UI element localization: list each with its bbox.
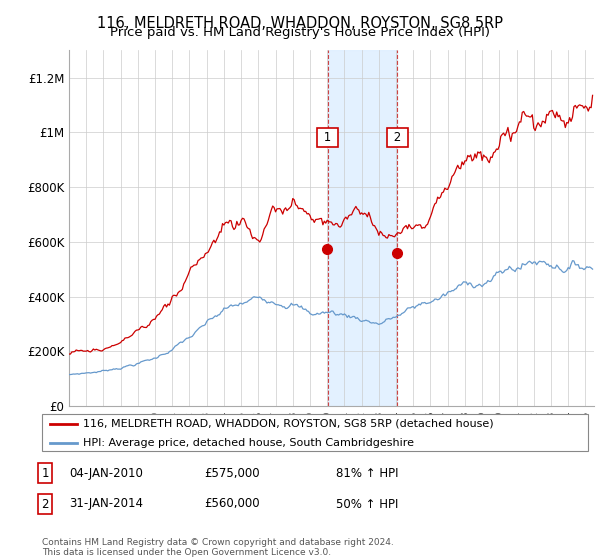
Text: 1: 1 xyxy=(320,132,335,144)
Text: Price paid vs. HM Land Registry's House Price Index (HPI): Price paid vs. HM Land Registry's House … xyxy=(110,26,490,39)
Text: £560,000: £560,000 xyxy=(204,497,260,511)
Text: HPI: Average price, detached house, South Cambridgeshire: HPI: Average price, detached house, Sout… xyxy=(83,438,414,447)
Bar xyxy=(328,50,397,406)
Text: 116, MELDRETH ROAD, WHADDON, ROYSTON, SG8 5RP (detached house): 116, MELDRETH ROAD, WHADDON, ROYSTON, SG… xyxy=(83,419,494,429)
Text: 2: 2 xyxy=(390,132,405,144)
Text: Contains HM Land Registry data © Crown copyright and database right 2024.
This d: Contains HM Land Registry data © Crown c… xyxy=(42,538,394,557)
Text: 04-JAN-2010: 04-JAN-2010 xyxy=(69,466,143,480)
Text: 2: 2 xyxy=(41,497,49,511)
Text: 50% ↑ HPI: 50% ↑ HPI xyxy=(336,497,398,511)
Text: 1: 1 xyxy=(41,466,49,480)
FancyBboxPatch shape xyxy=(42,414,588,451)
Text: 31-JAN-2014: 31-JAN-2014 xyxy=(69,497,143,511)
Text: 81% ↑ HPI: 81% ↑ HPI xyxy=(336,466,398,480)
Text: £575,000: £575,000 xyxy=(204,466,260,480)
Text: 116, MELDRETH ROAD, WHADDON, ROYSTON, SG8 5RP: 116, MELDRETH ROAD, WHADDON, ROYSTON, SG… xyxy=(97,16,503,31)
